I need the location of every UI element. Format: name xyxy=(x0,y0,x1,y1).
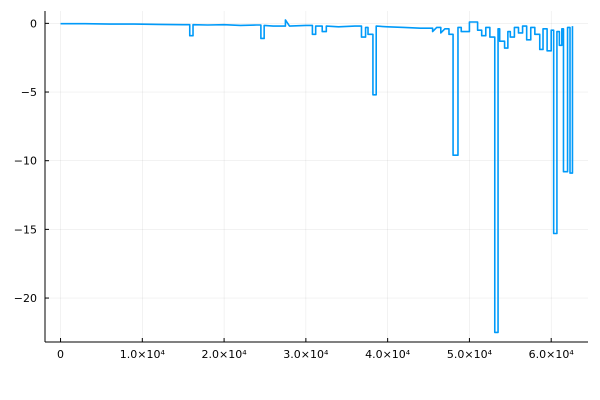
y-tick-label: −10 xyxy=(14,155,37,168)
x-tick-label: 3.0×10⁴ xyxy=(283,348,329,361)
series-layer xyxy=(60,19,574,334)
y-tick-label: −15 xyxy=(14,223,37,236)
x-tick-label: 0 xyxy=(57,348,64,361)
y-tick-label: −20 xyxy=(14,292,37,305)
x-tick-label: 4.0×10⁴ xyxy=(365,348,411,361)
x-tick-label: 1.0×10⁴ xyxy=(120,348,166,361)
x-tick-label: 2.0×10⁴ xyxy=(202,348,248,361)
x-tick-label: 6.0×10⁴ xyxy=(529,348,575,361)
tick-labels: 0 1.0×10⁴ 2.0×10⁴ 3.0×10⁴ 4.0×10⁴ 5.0×10⁴ 6.0×… xyxy=(14,17,575,361)
x-tick-label: 5.0×10⁴ xyxy=(447,348,493,361)
grid xyxy=(45,11,588,342)
series-line xyxy=(60,19,574,334)
y-tick-label: 0 xyxy=(30,17,37,30)
axes xyxy=(44,11,588,343)
y-tick-label: −5 xyxy=(21,86,37,99)
